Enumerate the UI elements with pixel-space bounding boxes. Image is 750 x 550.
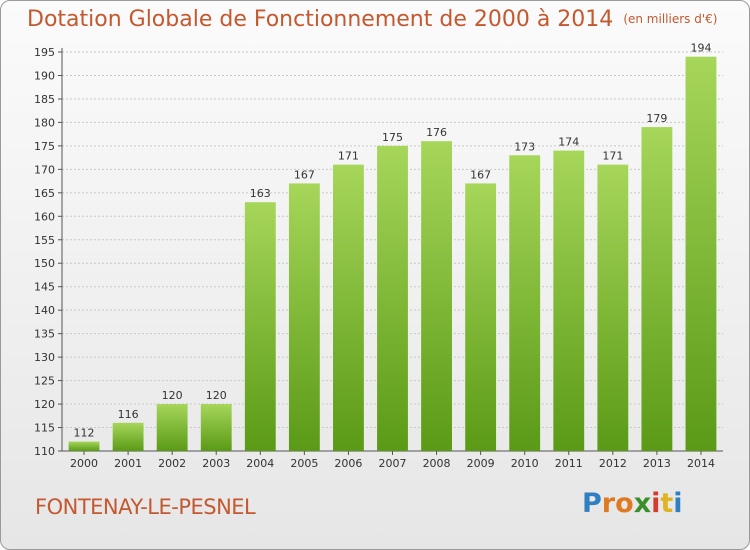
y-tick-label: 195 <box>34 46 55 59</box>
bar-value-label: 171 <box>602 150 623 163</box>
bar <box>200 404 232 451</box>
x-tick-label: 2000 <box>70 457 98 470</box>
bar-value-label: 174 <box>558 136 579 149</box>
x-tick-label: 2001 <box>114 457 142 470</box>
chart-title: Dotation Globale de Fonctionnement de 20… <box>27 7 717 32</box>
logo-letter: i <box>651 488 661 519</box>
y-tick-label: 130 <box>34 351 55 364</box>
y-tick-label: 185 <box>34 93 55 106</box>
x-tick-label: 2013 <box>643 457 671 470</box>
bar-value-label: 175 <box>382 131 403 144</box>
y-tick-label: 150 <box>34 257 55 270</box>
bar <box>244 202 276 451</box>
y-tick-label: 135 <box>34 328 55 341</box>
y-tick-label: 140 <box>34 304 55 317</box>
logo-letter: P <box>582 488 602 519</box>
y-tick-label: 110 <box>34 445 55 458</box>
bar <box>597 164 629 452</box>
bar-value-label: 171 <box>338 150 359 163</box>
bar-value-label: 163 <box>250 187 271 200</box>
logo-letter: t <box>660 488 674 519</box>
x-tick-label: 2002 <box>158 457 186 470</box>
bar-value-label: 120 <box>206 389 227 402</box>
x-tick-label: 2003 <box>202 457 230 470</box>
y-tick-label: 115 <box>34 422 55 435</box>
bar <box>553 150 585 451</box>
bar-value-label: 194 <box>690 42 711 55</box>
logo-letter: x <box>633 488 652 519</box>
bar-value-label: 112 <box>74 427 95 440</box>
y-tick-label: 190 <box>34 69 55 82</box>
bar-value-label: 176 <box>426 126 447 139</box>
x-tick-label: 2012 <box>599 457 627 470</box>
bar <box>509 155 541 452</box>
logo-letter: i <box>673 488 683 519</box>
logo-letter: r <box>601 488 616 519</box>
y-tick-label: 125 <box>34 375 55 388</box>
bar <box>685 56 717 451</box>
bar <box>421 141 452 451</box>
bar-value-label: 173 <box>514 140 535 153</box>
bar <box>68 441 100 451</box>
y-tick-label: 120 <box>34 398 55 411</box>
bar-value-label: 167 <box>294 168 315 181</box>
y-tick-label: 175 <box>34 140 55 153</box>
chart-title-text: Dotation Globale de Fonctionnement de 20… <box>27 7 614 32</box>
x-tick-label: 2006 <box>334 457 362 470</box>
x-tick-label: 2014 <box>687 457 715 470</box>
y-tick-label: 145 <box>34 281 55 294</box>
logo-letter: o <box>615 488 634 519</box>
y-tick-label: 165 <box>34 187 55 200</box>
x-tick-label: 2008 <box>423 457 451 470</box>
bar <box>641 127 673 451</box>
x-tick-label: 2005 <box>290 457 318 470</box>
x-tick-label: 2011 <box>555 457 583 470</box>
y-tick-label: 160 <box>34 210 55 223</box>
chart-unit: (en milliers d'€) <box>623 12 718 26</box>
bar-value-label: 167 <box>470 168 491 181</box>
x-tick-label: 2004 <box>246 457 274 470</box>
bar-value-label: 120 <box>162 389 183 402</box>
bar <box>465 183 497 451</box>
bar <box>156 404 188 451</box>
x-tick-label: 2009 <box>467 457 495 470</box>
x-tick-label: 2007 <box>379 457 407 470</box>
bar-value-label: 116 <box>118 408 139 421</box>
bar-value-label: 179 <box>646 112 667 125</box>
bar <box>112 422 144 451</box>
town-name: FONTENAY-LE-PESNEL <box>35 495 256 519</box>
bar <box>333 164 364 452</box>
x-tick-label: 2010 <box>511 457 539 470</box>
y-tick-label: 155 <box>34 234 55 247</box>
proxiti-logo: Proxiti <box>582 488 683 519</box>
bar <box>377 145 408 451</box>
y-tick-label: 180 <box>34 116 55 129</box>
bar <box>288 183 320 451</box>
y-tick-label: 170 <box>34 163 55 176</box>
